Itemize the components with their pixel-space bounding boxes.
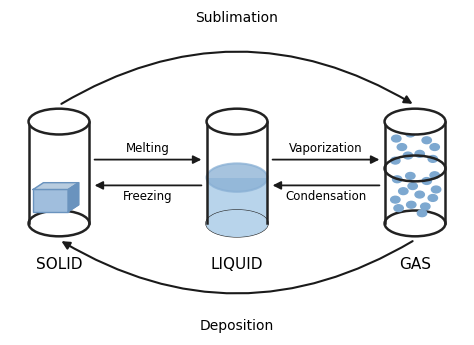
Circle shape bbox=[406, 130, 415, 137]
Bar bbox=[207, 121, 267, 224]
FancyBboxPatch shape bbox=[33, 189, 68, 211]
Circle shape bbox=[407, 201, 416, 208]
Circle shape bbox=[397, 144, 407, 150]
Circle shape bbox=[415, 150, 424, 157]
Text: Freezing: Freezing bbox=[123, 190, 173, 203]
Polygon shape bbox=[68, 183, 79, 211]
Circle shape bbox=[403, 152, 413, 159]
Ellipse shape bbox=[207, 210, 267, 236]
Circle shape bbox=[415, 191, 424, 198]
Text: GAS: GAS bbox=[399, 257, 431, 272]
Circle shape bbox=[391, 157, 400, 164]
Ellipse shape bbox=[28, 109, 90, 135]
Circle shape bbox=[406, 172, 415, 179]
Circle shape bbox=[408, 183, 417, 189]
Text: SOLID: SOLID bbox=[36, 257, 82, 272]
Circle shape bbox=[422, 137, 431, 144]
Ellipse shape bbox=[207, 164, 267, 192]
Circle shape bbox=[399, 188, 408, 195]
Circle shape bbox=[419, 125, 428, 132]
Circle shape bbox=[428, 156, 438, 162]
Text: Sublimation: Sublimation bbox=[196, 11, 278, 25]
Circle shape bbox=[428, 195, 438, 201]
Bar bbox=[28, 121, 90, 224]
Ellipse shape bbox=[207, 109, 267, 135]
Text: Deposition: Deposition bbox=[200, 319, 274, 333]
Text: Melting: Melting bbox=[126, 142, 170, 155]
Ellipse shape bbox=[207, 210, 267, 236]
Circle shape bbox=[422, 178, 431, 184]
Circle shape bbox=[408, 123, 417, 130]
Text: Vaporization: Vaporization bbox=[289, 142, 363, 155]
Ellipse shape bbox=[28, 210, 90, 236]
Ellipse shape bbox=[384, 210, 446, 236]
Circle shape bbox=[394, 205, 403, 211]
Text: LIQUID: LIQUID bbox=[211, 257, 263, 272]
Circle shape bbox=[392, 176, 402, 183]
Ellipse shape bbox=[384, 109, 446, 135]
Circle shape bbox=[430, 172, 439, 179]
Bar bbox=[207, 178, 267, 224]
Bar bbox=[384, 121, 446, 224]
Circle shape bbox=[431, 186, 441, 193]
Polygon shape bbox=[33, 183, 79, 189]
Text: Condensation: Condensation bbox=[285, 190, 366, 203]
Circle shape bbox=[420, 203, 430, 210]
Circle shape bbox=[417, 210, 427, 217]
Circle shape bbox=[430, 144, 439, 150]
Circle shape bbox=[392, 135, 401, 142]
Circle shape bbox=[391, 196, 400, 203]
